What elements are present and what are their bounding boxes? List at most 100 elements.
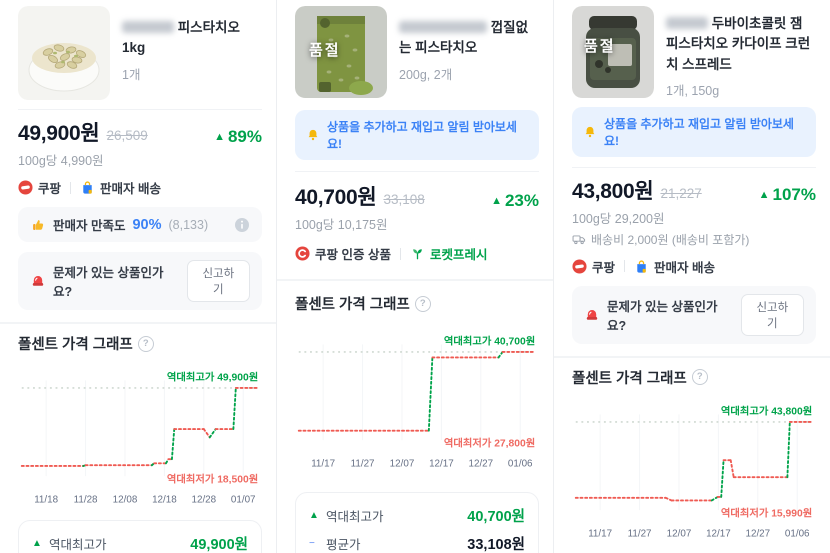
seller-satisfaction-box: 판매자 만족도 90% (8,133): [18, 207, 262, 242]
satisfaction-value: 90%: [132, 216, 162, 233]
product-card-pistachio-1kg: 피스타치오 1kg 1개 49,900원 26,509 ▲ 89% 100g당 4…: [0, 0, 276, 553]
spread-jar-image: [572, 6, 654, 98]
coupang-verified-badge: 쿠팡 인증 상품: [295, 244, 391, 263]
summary-avg-value: 33,108원: [467, 537, 525, 553]
product-name-text: 껍질없는 피스타치오: [399, 20, 529, 56]
svg-text:역대최저가 15,990원: 역대최저가 15,990원: [721, 506, 812, 519]
divider: [295, 171, 539, 172]
report-button[interactable]: 신고하기: [740, 293, 804, 336]
graph-title-text: 폴센트 가격 그래프: [572, 370, 687, 387]
product-header: 품절 두바이초콜릿 잼 피스타치오 카다이프 크런치 스프레드 1개, 150g: [572, 6, 816, 99]
unit-price: 100g당 10,175원: [295, 218, 388, 232]
svg-text:12/28: 12/28: [191, 494, 216, 505]
graph-title-text: 폴센트 가격 그래프: [18, 337, 133, 353]
shipping-fee-row: 배송비 2,000원 (배송비 포함가): [572, 231, 816, 248]
up-triangle-icon: ▲: [32, 538, 42, 550]
pistachio-bowl-image: [18, 6, 110, 100]
seller-delivery-label: 판매자 배송: [100, 182, 161, 196]
sprout-icon: [413, 249, 422, 260]
rocket-fresh-label: 로켓프레시: [429, 248, 488, 262]
price-change-value: 107%: [772, 184, 816, 204]
up-triangle-icon: ▲: [309, 510, 319, 522]
coupang-badge: 쿠팡: [572, 257, 615, 276]
coupang-c-icon: [295, 246, 310, 261]
summary-high-value: 40,700원: [467, 509, 525, 526]
svg-text:11/27: 11/27: [351, 458, 375, 469]
price-change-badge: ▲ 23%: [491, 191, 539, 211]
price-change-badge: ▲ 89%: [214, 127, 262, 147]
product-name: 껍질없는 피스타치오: [399, 18, 539, 59]
svg-text:역대최고가 49,900원: 역대최고가 49,900원: [167, 370, 258, 383]
shopping-bag-icon: [83, 181, 92, 194]
masked-brand-name: [399, 21, 487, 33]
product-title-block[interactable]: 껍질없는 피스타치오 200g, 2개: [399, 6, 539, 98]
svg-text:01/06: 01/06: [785, 528, 810, 539]
thumbs-up-icon: [33, 219, 44, 230]
svg-text:12/07: 12/07: [390, 458, 415, 469]
summary-high-label: 역대최고가: [49, 538, 107, 553]
svg-text:역대최고가 43,800원: 역대최고가 43,800원: [721, 404, 812, 417]
current-price: 43,800원: [572, 179, 654, 203]
price-row: 49,900원 26,509 ▲ 89%: [18, 117, 262, 147]
product-name: 두바이초콜릿 잼 피스타치오 카다이프 크런치 스프레드: [666, 14, 816, 75]
summary-avg-label: 평균가: [326, 538, 361, 553]
svg-text:12/07: 12/07: [667, 528, 692, 539]
product-name-text: 피스타치오 1kg: [122, 20, 240, 56]
current-price: 49,900원: [18, 122, 100, 145]
seller-delivery-badge: 판매자 배송: [80, 178, 161, 197]
help-icon[interactable]: ?: [137, 335, 154, 352]
masked-brand-name: [666, 17, 708, 29]
report-button[interactable]: 신고하기: [186, 260, 250, 302]
restock-banner-text: 상품을 추가하고 재입고 알림 받아보세요!: [327, 120, 517, 151]
restock-alert-banner[interactable]: 상품을 추가하고 재입고 알림 받아보세요!: [572, 106, 816, 157]
product-image[interactable]: 품절: [295, 6, 387, 98]
summary-row-avg: − 평균가 33,108원: [309, 530, 525, 553]
divider: [572, 166, 816, 168]
report-box: 문제가 있는 상품인가요? 신고하기: [18, 252, 262, 310]
summary-row-high: ▲ 역대최고가 49,900원: [32, 530, 248, 553]
divider: [18, 109, 262, 110]
product-image[interactable]: [18, 6, 110, 100]
report-question: 문제가 있는 상품인가요?: [607, 299, 718, 333]
seller-delivery-badge: 판매자 배송: [634, 257, 715, 276]
rocket-fresh-badge: 로켓프레시: [410, 244, 488, 263]
product-option: 200g, 2개: [399, 67, 453, 82]
seller-badges: 쿠팡 판매자 배송: [18, 178, 262, 197]
satisfaction-count: (8,133): [168, 217, 209, 232]
svg-text:01/07: 01/07: [231, 494, 256, 505]
product-option: 1개: [122, 67, 141, 82]
price-change-value: 89%: [227, 127, 262, 146]
svg-text:11/18: 11/18: [34, 494, 58, 505]
restock-alert-banner[interactable]: 상품을 추가하고 재입고 알림 받아보세요!: [295, 110, 539, 160]
price-change-badge: ▲ 107%: [759, 185, 816, 205]
coupang-badge: 쿠팡: [18, 178, 61, 197]
coupang-verified-label: 쿠팡 인증 상품: [315, 248, 391, 262]
seller-badges: 쿠팡 판매자 배송: [572, 257, 816, 276]
unit-price: 100g당 4,990원: [18, 154, 104, 168]
svg-text:12/17: 12/17: [429, 458, 454, 469]
satisfaction-label: 판매자 만족도: [53, 219, 126, 233]
old-price: 21,227: [660, 185, 702, 201]
report-question: 문제가 있는 상품인가요?: [53, 266, 164, 299]
soldout-badge: 품절: [309, 42, 341, 60]
price-change-value: 23%: [504, 191, 539, 210]
product-image[interactable]: 품절: [572, 6, 654, 98]
badge-separator: [70, 181, 72, 194]
graph-title-text: 폴센트 가격 그래프: [295, 297, 410, 313]
product-title-block[interactable]: 피스타치오 1kg 1개: [122, 6, 262, 100]
info-icon[interactable]: [234, 217, 250, 233]
help-icon[interactable]: ?: [414, 295, 431, 312]
product-header: 품절 껍질없는 피스타치오 200g, 2개: [295, 6, 539, 98]
product-card-dubai-chocolate-spread: 품절 두바이초콜릿 잼 피스타치오 카다이프 크런치 스프레드 1개, 150g…: [553, 0, 830, 553]
restock-banner-text: 상품을 추가하고 재입고 알림 받아보세요!: [604, 116, 794, 148]
price-row: 43,800원 21,227 ▲ 107%: [572, 175, 816, 205]
up-triangle-icon: ▲: [214, 131, 225, 143]
product-title-block[interactable]: 두바이초콜릿 잼 피스타치오 카다이프 크런치 스프레드 1개, 150g: [666, 6, 816, 99]
coupang-icon: [18, 180, 33, 195]
coupang-badge-label: 쿠팡: [592, 260, 616, 275]
help-icon[interactable]: ?: [691, 369, 708, 386]
svg-text:12/27: 12/27: [745, 528, 770, 539]
